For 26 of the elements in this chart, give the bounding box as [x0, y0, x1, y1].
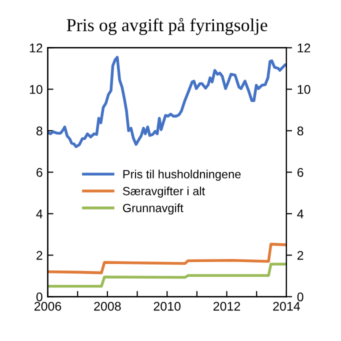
y2-tick-label: 2 [297, 250, 304, 260]
y2-tick-label: 0 [297, 292, 304, 302]
y2-tick-label: 8 [297, 126, 304, 136]
x-tick-label: 2008 [94, 302, 121, 311]
y-tick-label: 2 [36, 250, 42, 260]
y-tick-label: 10 [30, 85, 42, 94]
y-tick-label: 0 [36, 292, 42, 302]
y2-tick-label: 12 [298, 44, 310, 52]
y2-tick-label: 6 [297, 168, 304, 177]
y2-tick-label: 10 [298, 85, 310, 94]
line-series [48, 242, 286, 274]
legend-label: Grunnavgift [123, 204, 184, 215]
y-tick-label: 12 [30, 44, 42, 52]
y-tick-label: 8 [36, 126, 42, 136]
legend-label: Særavgifter i alt [122, 186, 205, 198]
x-tick-label: 2006 [34, 302, 62, 311]
y-tick-label: 4 [36, 210, 43, 218]
y2-tick-label: 4 [297, 210, 304, 218]
x-tick-label: 2012 [213, 302, 240, 311]
x-tick-label: 2010 [154, 302, 181, 311]
chart-title: Pris og avgift på fyringsolje [66, 18, 268, 35]
line-series [48, 56, 286, 148]
line-series [48, 262, 286, 288]
legend-label: Pris til husholdningene [123, 170, 241, 181]
x-tick-label: 2014 [273, 302, 300, 311]
y-tick-label: 6 [36, 168, 42, 177]
